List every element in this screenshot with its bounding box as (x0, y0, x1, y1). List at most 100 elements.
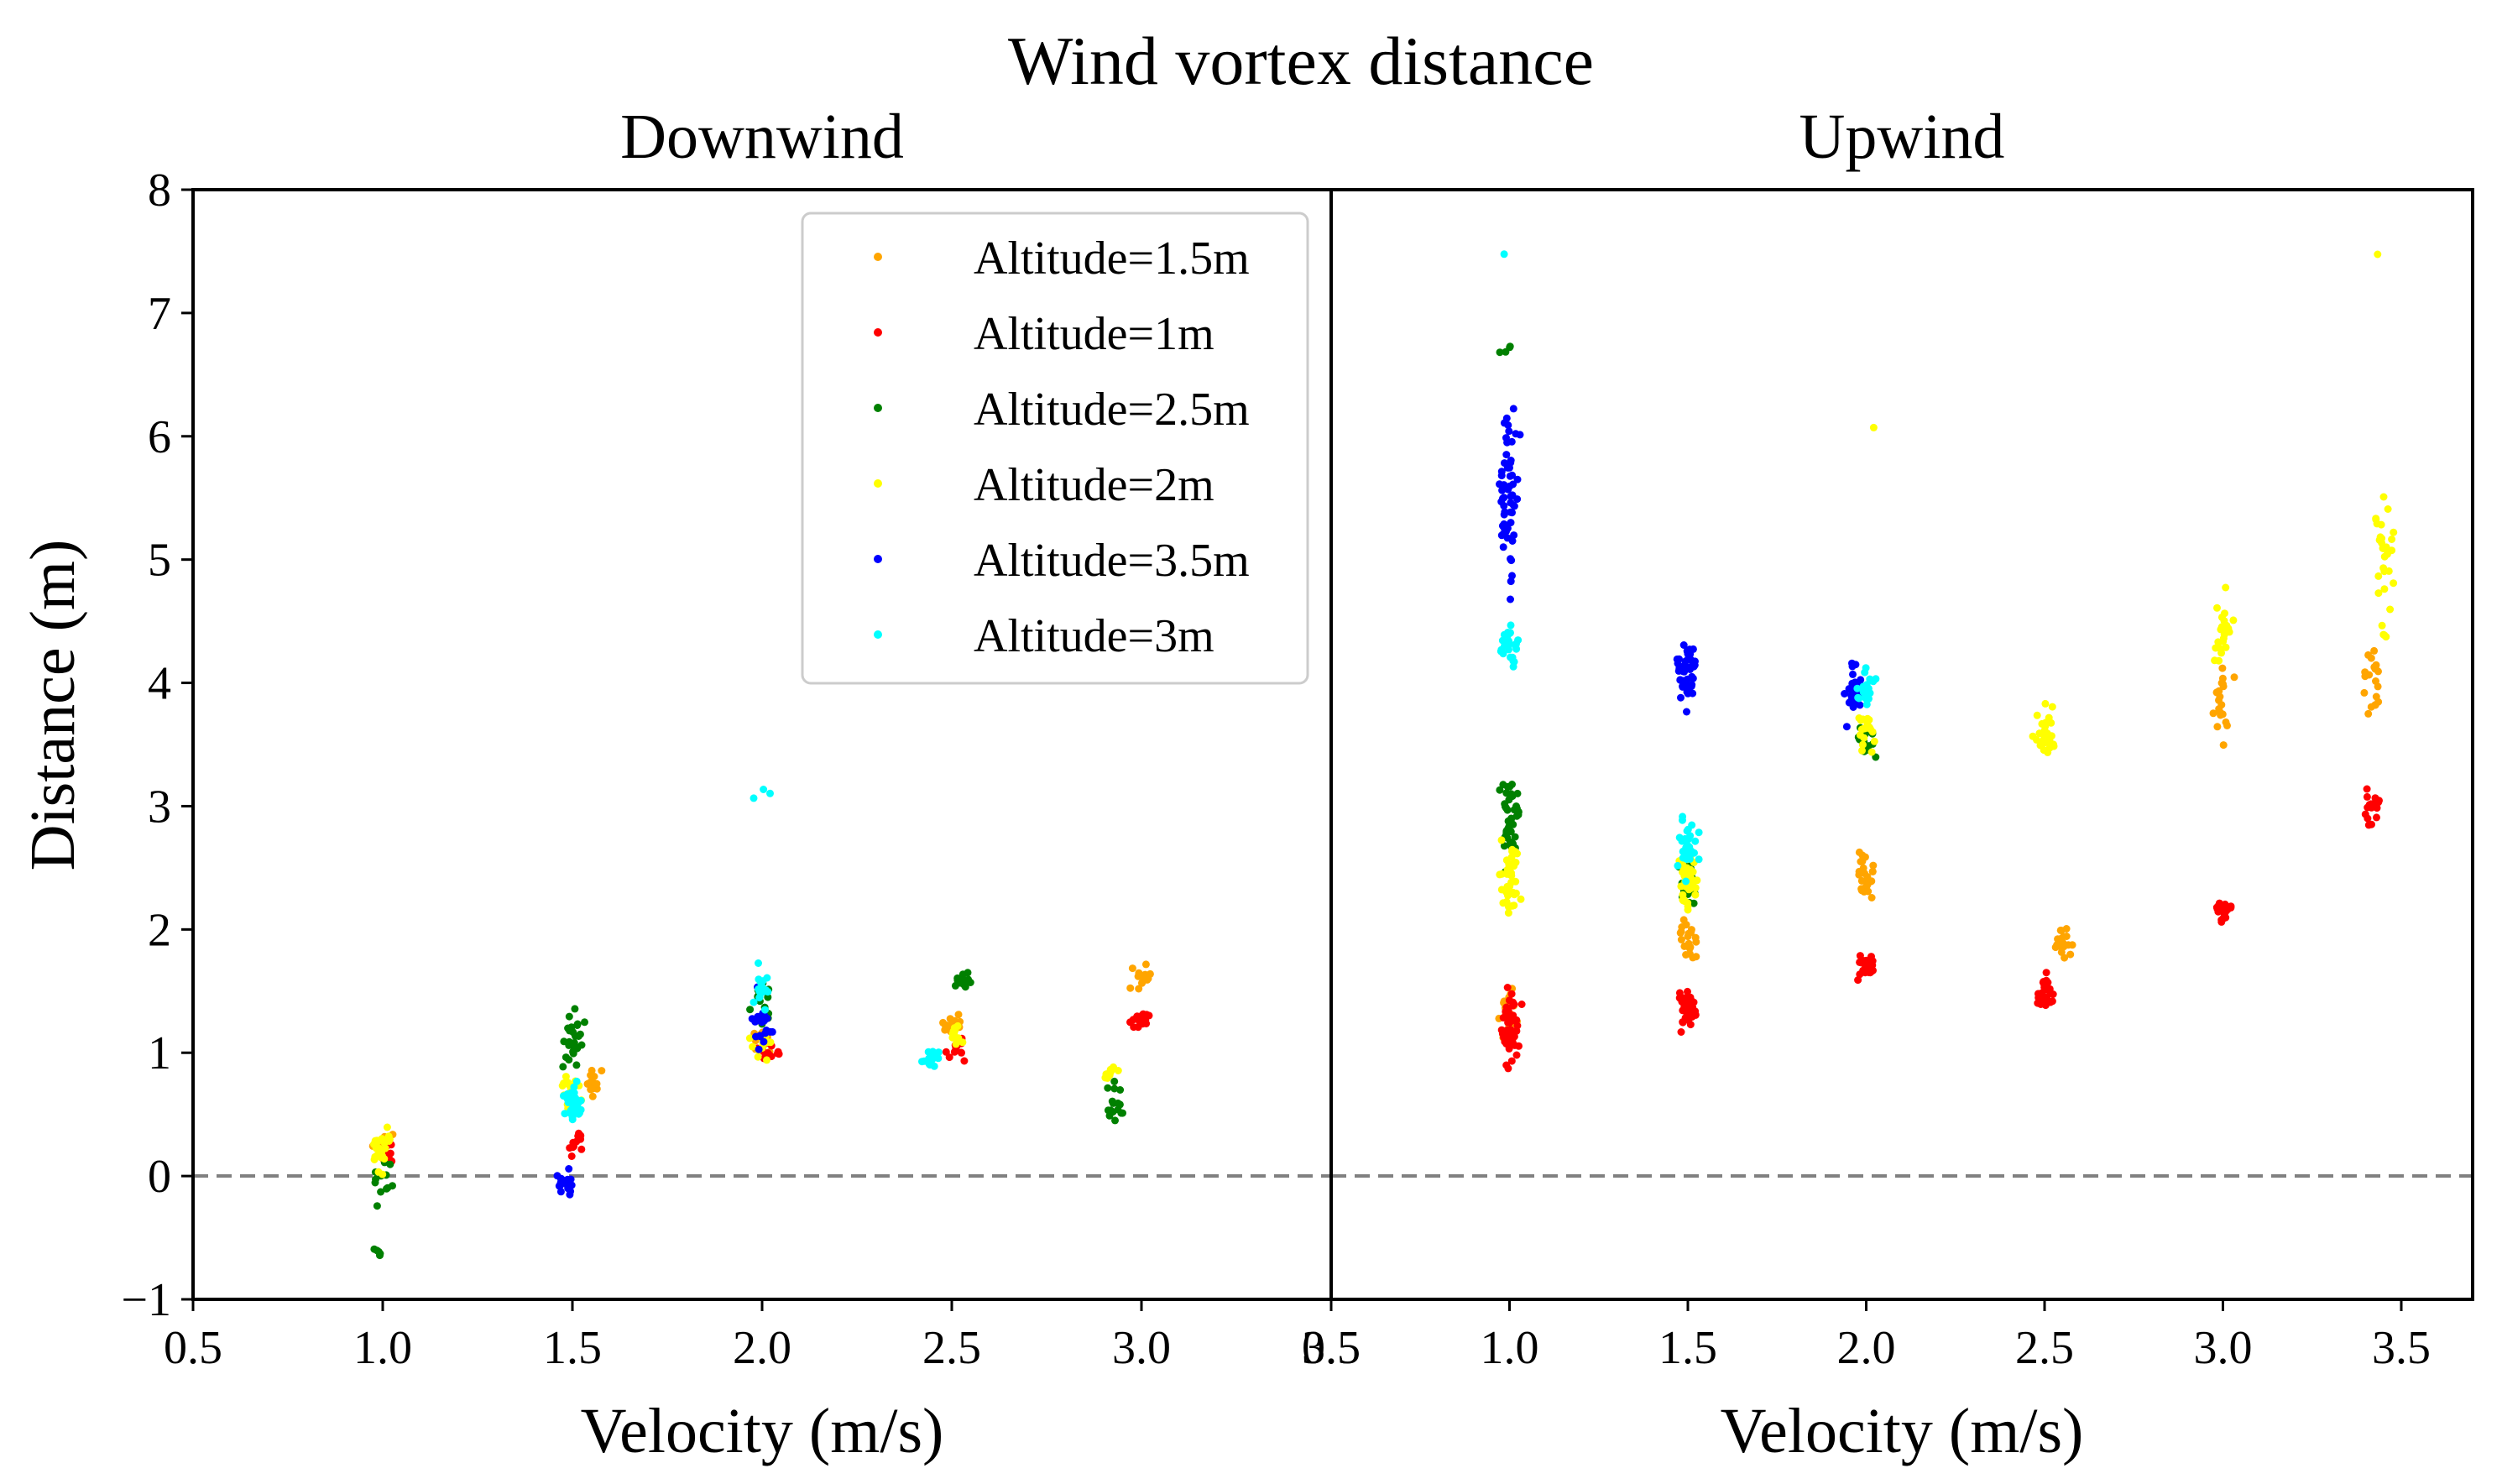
data-point (1855, 848, 1863, 856)
data-point (573, 1044, 582, 1053)
data-point (2377, 520, 2385, 529)
data-point (1855, 870, 1863, 879)
data-point (1110, 1084, 1119, 1093)
data-point (2212, 644, 2220, 652)
data-point (1865, 694, 1873, 703)
data-point (1858, 746, 1866, 755)
upwind-x-ticks: 0.5 1.0 1.5 2.0 2.5 3.0 3.5 (1302, 1299, 2431, 1374)
data-point (566, 1109, 574, 1117)
data-point (1690, 849, 1698, 857)
data-point (1517, 895, 1525, 903)
data-point (1516, 431, 1524, 439)
data-point (2374, 250, 2382, 259)
data-point (934, 1054, 943, 1063)
x-tick-label: 0.5 (164, 1322, 222, 1374)
data-point (1507, 621, 1515, 630)
x-tick-label: 2.0 (1837, 1322, 1896, 1374)
data-point (1862, 664, 1870, 672)
y-tick-label: 5 (148, 535, 171, 587)
data-point (1510, 531, 1518, 540)
data-point (1505, 427, 1513, 436)
data-point (386, 1160, 394, 1168)
data-point (1509, 877, 1517, 886)
data-point (565, 1165, 573, 1173)
data-point (2041, 699, 2050, 708)
data-point (748, 1015, 756, 1023)
data-point (1507, 556, 1516, 565)
data-point (565, 1012, 573, 1021)
data-point (575, 1110, 582, 1118)
data-point (1508, 1014, 1517, 1022)
data-point (1502, 521, 1511, 530)
data-point (1683, 842, 1691, 850)
data-point (1680, 1002, 1689, 1011)
data-point (1870, 737, 1878, 745)
data-point (376, 1251, 384, 1260)
data-point (1509, 998, 1517, 1006)
data-point (1676, 928, 1685, 937)
data-point (1497, 1026, 1506, 1034)
data-point (1514, 811, 1523, 819)
data-point (378, 1135, 386, 1143)
upwind-panel: Upwind 0.5 1.0 1.5 2.0 2.5 3.0 3.5 Velocity (m… (1302, 102, 2473, 1466)
data-point (957, 1048, 965, 1057)
upwind-axes-frame (1329, 188, 2474, 1301)
data-point (1509, 657, 1517, 665)
data-point (764, 1049, 772, 1057)
data-point (2042, 969, 2050, 977)
data-point (2363, 785, 2371, 793)
data-point (573, 1022, 582, 1029)
x-tick-label: 3.5 (1302, 1322, 1361, 1374)
data-point (1691, 837, 1700, 845)
data-point (2220, 914, 2228, 922)
data-point (1679, 662, 1688, 671)
data-point (1686, 1021, 1695, 1029)
data-point (762, 1027, 770, 1034)
data-point (775, 1050, 783, 1058)
data-point (1678, 923, 1686, 931)
data-point (571, 1005, 579, 1013)
data-point (1857, 876, 1866, 885)
data-point (1126, 984, 1135, 992)
data-point (2373, 813, 2380, 822)
data-point (564, 1024, 572, 1032)
data-point (2219, 903, 2228, 911)
data-point (1677, 1028, 1685, 1036)
data-point (1867, 894, 1876, 901)
data-point (754, 1053, 762, 1061)
data-point (2056, 926, 2065, 934)
data-point (957, 976, 965, 985)
data-point (1869, 423, 1878, 431)
data-point (1862, 957, 1871, 965)
data-point (2220, 617, 2228, 625)
data-point (1497, 531, 1506, 540)
data-point (2213, 905, 2222, 913)
data-point (2036, 741, 2045, 750)
data-point (577, 1145, 586, 1153)
data-point (1686, 832, 1695, 840)
data-point (1513, 495, 1522, 504)
data-point (927, 1051, 936, 1059)
data-point (1138, 979, 1147, 987)
data-point (1869, 677, 1878, 686)
data-point (1686, 683, 1694, 691)
data-point (1682, 877, 1690, 886)
data-point (2390, 528, 2398, 536)
data-point (560, 1037, 568, 1046)
legend-marker (874, 404, 882, 412)
data-point (2213, 723, 2222, 731)
data-point (1513, 475, 1522, 483)
data-point (2213, 604, 2221, 612)
data-point (1867, 748, 1876, 756)
data-point (2364, 709, 2373, 718)
data-point (1508, 471, 1517, 479)
data-point (1854, 976, 1862, 985)
data-point (1104, 1084, 1112, 1092)
x-tick-label: 0.5 (1302, 1322, 1361, 1374)
data-point (1506, 482, 1514, 490)
data-point (1675, 994, 1684, 1002)
data-point (1861, 688, 1869, 697)
data-point (1695, 828, 1703, 837)
data-point (373, 1202, 381, 1210)
